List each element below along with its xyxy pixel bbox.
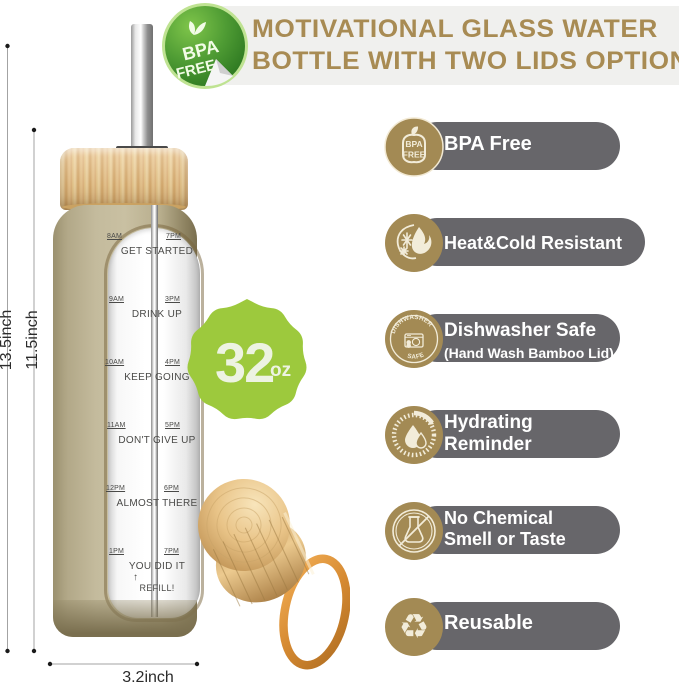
svg-text:FREE: FREE [403, 150, 426, 160]
svg-text:BPA: BPA [405, 139, 422, 149]
svg-text:♻: ♻ [399, 608, 429, 646]
